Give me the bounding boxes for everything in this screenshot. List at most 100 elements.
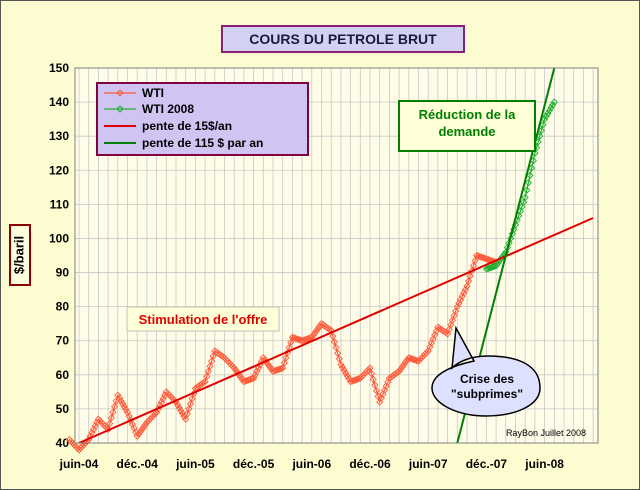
wti-point <box>337 360 345 369</box>
wti-point <box>314 324 322 332</box>
author-credit: RayBon Juillet 2008 <box>506 428 586 438</box>
wti-2008-point <box>519 198 528 206</box>
wti-point <box>117 397 125 405</box>
wti-2008-point <box>507 234 515 243</box>
legend-items: WTI WTI 2008 pente de 15$/an pente de 115 $… <box>104 86 263 150</box>
wti-2008-point <box>492 262 500 270</box>
y-tick-label: 150 <box>49 61 69 75</box>
wti-point <box>329 332 337 340</box>
wti-point <box>119 400 127 408</box>
plot-border <box>74 67 599 444</box>
chart-title: COURS DU PETROLE BRUT <box>249 31 437 47</box>
legend-label: pente de 115 $ par an <box>142 136 263 150</box>
wti-point <box>397 365 405 373</box>
wti-point <box>395 367 403 376</box>
wti-point <box>106 420 114 428</box>
wti-point <box>238 375 246 384</box>
wti-point <box>135 430 143 438</box>
wti-point <box>185 405 193 413</box>
trend-15-per-year <box>78 217 594 444</box>
wti-point <box>358 372 366 381</box>
wti-point <box>201 377 209 386</box>
wti-point <box>419 352 427 360</box>
wti-point <box>416 355 424 364</box>
wti-point <box>401 358 410 366</box>
y-tick-label: 110 <box>50 197 70 211</box>
wti-2008-point <box>498 252 507 261</box>
legend-item: pente de 15$/an <box>104 119 232 133</box>
wti-point <box>371 381 379 389</box>
wti-point <box>237 373 245 381</box>
wti-point <box>466 272 474 280</box>
wti-point <box>149 412 158 420</box>
wti-point <box>313 326 321 335</box>
wti-point <box>342 369 350 377</box>
wti-point <box>400 360 408 369</box>
wti-point <box>138 425 146 434</box>
wti-2008-point <box>494 259 502 268</box>
wti-2008-point <box>523 186 531 194</box>
wti-point <box>277 364 285 373</box>
y-tick-label: 140 <box>49 95 69 109</box>
y-tick-label: 120 <box>49 163 69 177</box>
wti-point <box>374 392 382 401</box>
wti-point <box>148 413 156 422</box>
wti-2008-point <box>544 109 552 118</box>
wti-point <box>421 350 429 359</box>
wti-point <box>120 402 128 411</box>
y-tick-label: 70 <box>56 334 70 348</box>
wti-point <box>398 363 406 371</box>
x-tick-label: juin-08 <box>524 457 564 471</box>
wti-point <box>203 372 211 381</box>
wti-point <box>209 352 217 360</box>
y-tick-label: 130 <box>49 129 69 143</box>
wti-point <box>266 363 274 371</box>
wti-point <box>359 371 368 379</box>
wti-point <box>233 368 242 377</box>
wti-point <box>367 370 376 378</box>
wti-point <box>144 417 153 425</box>
wti-point <box>75 446 83 454</box>
wti-point <box>267 365 276 373</box>
wti-point <box>78 442 86 451</box>
wti-point <box>206 362 214 370</box>
wti-2008-point <box>542 112 550 120</box>
wti-point <box>122 405 130 414</box>
wti-2008-point <box>524 179 533 187</box>
wti-point <box>199 379 208 387</box>
wti-point <box>275 365 284 373</box>
wti-point <box>343 372 352 380</box>
legend-label: pente de 15$/an <box>142 119 232 133</box>
legend-marker <box>116 89 124 97</box>
wti-point <box>334 349 342 357</box>
annotation-subprimes: Crise des "subprimes" <box>451 372 523 401</box>
legend-item: WTI 2008 <box>104 102 194 116</box>
wti-2008-point <box>545 106 554 115</box>
wti-point <box>282 354 290 362</box>
y-tick-label: 60 <box>56 368 70 382</box>
wti-point <box>287 338 295 347</box>
wti-2008-point <box>526 171 534 180</box>
wti-point <box>261 356 269 364</box>
chart-title-box <box>221 25 465 53</box>
y-tick-label: 100 <box>49 231 69 245</box>
wti-point <box>452 307 460 315</box>
wti-point <box>151 410 159 418</box>
wti-point <box>393 368 402 377</box>
wti-point <box>109 408 117 416</box>
wti-2008-point <box>540 115 549 123</box>
wti-point <box>372 387 381 395</box>
legend-label: WTI <box>142 86 164 100</box>
wti-point <box>140 423 148 431</box>
x-tick-label: juin-06 <box>291 457 331 471</box>
wti-point <box>340 366 348 374</box>
wti-point <box>338 363 347 372</box>
wti-point <box>418 354 426 362</box>
x-tick-label: déc.-07 <box>466 457 508 471</box>
wti-point <box>207 357 216 365</box>
wti-point <box>450 312 458 320</box>
x-tick-label: déc.-04 <box>117 457 159 471</box>
wti-point <box>345 375 353 383</box>
wti-point <box>369 375 377 384</box>
